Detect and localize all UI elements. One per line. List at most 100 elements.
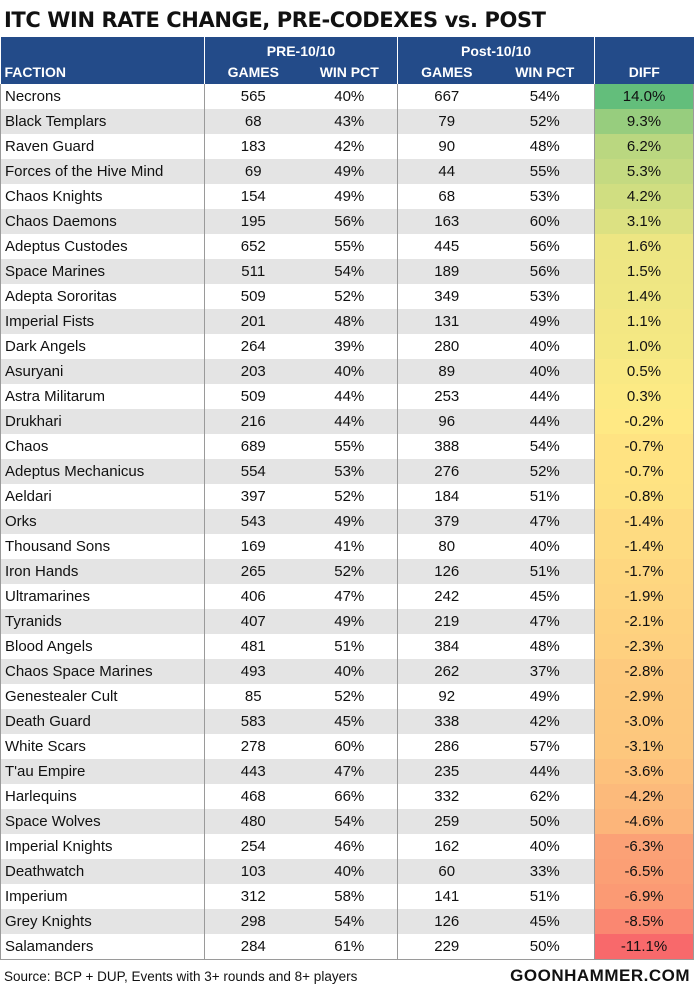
pre-games-cell: 543 <box>204 509 302 534</box>
post-games-cell: 60 <box>397 859 496 884</box>
table-row: Astra Militarum 509 44% 253 44% 0.3% <box>0 384 695 409</box>
table-row: Black Templars 68 43% 79 52% 9.3% <box>0 109 695 134</box>
faction-cell: Dark Angels <box>0 334 205 359</box>
pre-win-cell: 61% <box>301 934 399 960</box>
pre-games-cell: 154 <box>204 184 302 209</box>
post-win-cell: 57% <box>495 734 596 759</box>
post-games-cell: 126 <box>397 909 496 934</box>
faction-cell: Death Guard <box>0 709 205 734</box>
pre-win-cell: 40% <box>301 84 399 109</box>
post-games-cell: 332 <box>397 784 496 809</box>
faction-cell: Ultramarines <box>0 584 205 609</box>
table-row: Death Guard 583 45% 338 42% -3.0% <box>0 709 695 734</box>
pre-win-cell: 49% <box>301 184 399 209</box>
pre-win-cell: 60% <box>301 734 399 759</box>
faction-cell: Raven Guard <box>0 134 205 159</box>
table-row: Dark Angels 264 39% 280 40% 1.0% <box>0 334 695 359</box>
faction-cell: Orks <box>0 509 205 534</box>
table-row: Space Wolves 480 54% 259 50% -4.6% <box>0 809 695 834</box>
pre-games-cell: 278 <box>204 734 302 759</box>
pre-games-cell: 493 <box>204 659 302 684</box>
table-row: Chaos Knights 154 49% 68 53% 4.2% <box>0 184 695 209</box>
pre-games-cell: 583 <box>204 709 302 734</box>
pre-win-cell: 55% <box>301 434 399 459</box>
post-win-cell: 52% <box>495 109 596 134</box>
post-games-cell: 338 <box>397 709 496 734</box>
table-row: Drukhari 216 44% 96 44% -0.2% <box>0 409 695 434</box>
diff-cell: -0.2% <box>594 409 695 434</box>
diff-cell: 5.3% <box>594 159 695 184</box>
post-win-cell: 48% <box>495 134 596 159</box>
diff-cell: 1.1% <box>594 309 695 334</box>
table-row: Necrons 565 40% 667 54% 14.0% <box>0 84 695 109</box>
pre-win-cell: 42% <box>301 134 399 159</box>
post-win-cell: 47% <box>495 509 596 534</box>
post-win-cell: 53% <box>495 284 596 309</box>
post-win-cell: 40% <box>495 834 596 859</box>
post-games-cell: 229 <box>397 934 496 960</box>
diff-cell: 1.6% <box>594 234 695 259</box>
table-row: Aeldari 397 52% 184 51% -0.8% <box>0 484 695 509</box>
source-note: Source: BCP + DUP, Events with 3+ rounds… <box>4 969 358 984</box>
faction-cell: White Scars <box>0 734 205 759</box>
faction-cell: Imperial Knights <box>0 834 205 859</box>
faction-cell: Adepta Sororitas <box>0 284 205 309</box>
faction-cell: T'au Empire <box>0 759 205 784</box>
header-column-row: FACTION GAMES WIN PCT GAMES WIN PCT DIFF <box>0 59 694 84</box>
pre-win-cell: 49% <box>301 509 399 534</box>
faction-cell: Thousand Sons <box>0 534 205 559</box>
faction-cell: Aeldari <box>0 484 205 509</box>
pre-games-cell: 201 <box>204 309 302 334</box>
pre-games-cell: 689 <box>204 434 302 459</box>
pre-win-cell: 53% <box>301 459 399 484</box>
pre-games-cell: 509 <box>204 284 302 309</box>
diff-cell: 1.5% <box>594 259 695 284</box>
post-win-cell: 50% <box>495 809 596 834</box>
post-win-cell: 40% <box>495 359 596 384</box>
diff-cell: 6.2% <box>594 134 695 159</box>
table-row: Forces of the Hive Mind 69 49% 44 55% 5.3% <box>0 159 695 184</box>
table-row: Thousand Sons 169 41% 80 40% -1.4% <box>0 534 695 559</box>
post-games-cell: 184 <box>397 484 496 509</box>
diff-cell: 9.3% <box>594 109 695 134</box>
post-win-cell: 54% <box>495 84 596 109</box>
table-row: Grey Knights 298 54% 126 45% -8.5% <box>0 909 695 934</box>
diff-cell: -1.4% <box>594 534 695 559</box>
pre-games-cell: 480 <box>204 809 302 834</box>
post-games-cell: 384 <box>397 634 496 659</box>
faction-cell: Tyranids <box>0 609 205 634</box>
faction-cell: Blood Angels <box>0 634 205 659</box>
table-row: Imperial Fists 201 48% 131 49% 1.1% <box>0 309 695 334</box>
pre-win-cell: 52% <box>301 284 399 309</box>
table-row: Salamanders 284 61% 229 50% -11.1% <box>0 934 695 960</box>
post-games-cell: 68 <box>397 184 496 209</box>
diff-cell: -2.9% <box>594 684 695 709</box>
pre-win-cell: 44% <box>301 384 399 409</box>
faction-cell: Forces of the Hive Mind <box>0 159 205 184</box>
faction-cell: Harlequins <box>0 784 205 809</box>
post-games-cell: 79 <box>397 109 496 134</box>
faction-cell: Adeptus Custodes <box>0 234 205 259</box>
post-games-cell: 44 <box>397 159 496 184</box>
post-win-cell: 51% <box>495 559 596 584</box>
table-body: Necrons 565 40% 667 54% 14.0% Black Templars 68… <box>0 84 695 960</box>
diff-cell: -0.7% <box>594 434 695 459</box>
post-games-cell: 280 <box>397 334 496 359</box>
post-win-cell: 54% <box>495 434 596 459</box>
post-games-cell: 189 <box>397 259 496 284</box>
table-row: Imperium 312 58% 141 51% -6.9% <box>0 884 695 909</box>
diff-cell: 1.0% <box>594 334 695 359</box>
table-row: Chaos Daemons 195 56% 163 60% 3.1% <box>0 209 695 234</box>
diff-cell: -0.7% <box>594 459 695 484</box>
pre-win-cell: 40% <box>301 359 399 384</box>
faction-cell: Space Wolves <box>0 809 205 834</box>
diff-cell: -6.5% <box>594 859 695 884</box>
pre-win-cell: 52% <box>301 684 399 709</box>
diff-cell: -6.9% <box>594 884 695 909</box>
post-games-cell: 80 <box>397 534 496 559</box>
table-row: Chaos Space Marines 493 40% 262 37% -2.8% <box>0 659 695 684</box>
diff-group-blank <box>594 37 694 59</box>
post-win-cell: 53% <box>495 184 596 209</box>
post-win-cell: 56% <box>495 234 596 259</box>
pre-win-cell: 56% <box>301 209 399 234</box>
